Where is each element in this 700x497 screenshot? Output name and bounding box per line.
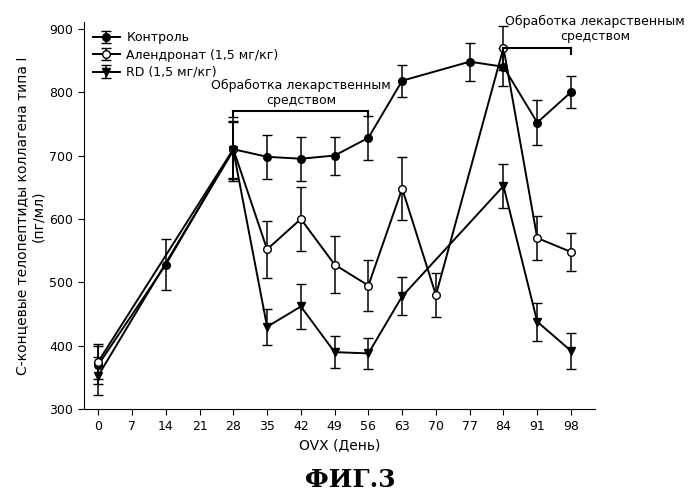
Text: Обработка лекарственным
средством: Обработка лекарственным средством [211, 79, 391, 107]
Y-axis label: С-концевые телопептиды коллагена типа I
(пг/мл): С-концевые телопептиды коллагена типа I … [15, 57, 46, 375]
Text: ФИГ.3: ФИГ.3 [304, 468, 395, 492]
Legend: Контроль, Алендронат (1,5 мг/кг), RD (1,5 мг/кг): Контроль, Алендронат (1,5 мг/кг), RD (1,… [90, 29, 281, 82]
Text: Обработка лекарственным
средством: Обработка лекарственным средством [505, 15, 685, 43]
X-axis label: OVX (День): OVX (День) [299, 438, 380, 452]
